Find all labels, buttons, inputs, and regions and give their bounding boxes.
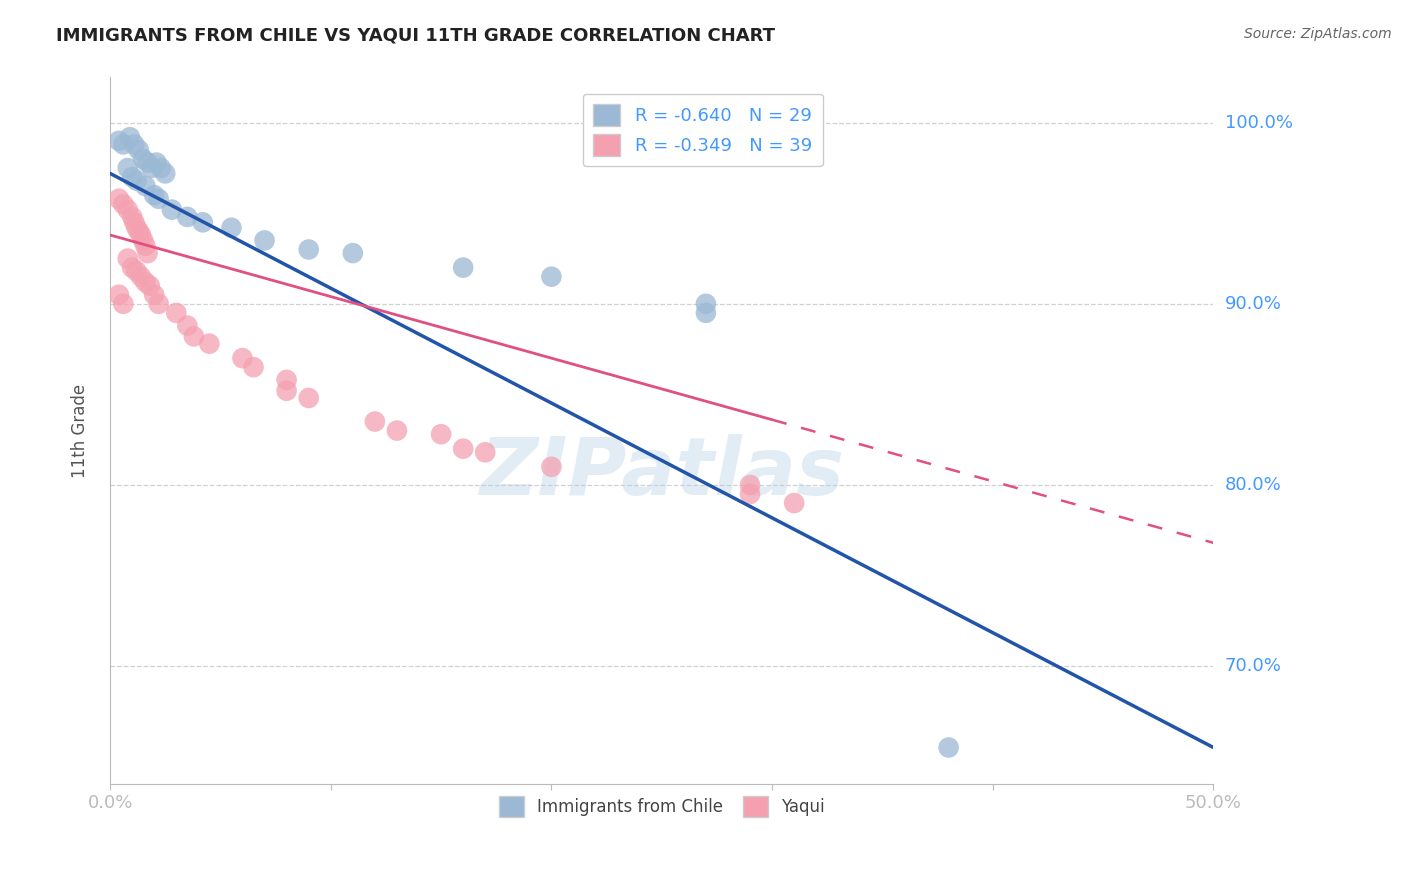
Point — [540, 459, 562, 474]
Y-axis label: 11th Grade: 11th Grade — [72, 384, 89, 477]
Point — [474, 445, 496, 459]
Point — [125, 220, 148, 235]
Point — [198, 336, 221, 351]
Point — [364, 415, 387, 429]
Point — [253, 234, 276, 248]
Point — [191, 215, 214, 229]
Point — [134, 179, 156, 194]
Point — [124, 215, 146, 229]
Point — [139, 278, 162, 293]
Point — [108, 192, 131, 206]
Point — [385, 424, 408, 438]
Point — [134, 275, 156, 289]
Text: IMMIGRANTS FROM CHILE VS YAQUI 11TH GRADE CORRELATION CHART: IMMIGRANTS FROM CHILE VS YAQUI 11TH GRAD… — [56, 27, 775, 45]
Point — [117, 202, 139, 217]
Point — [738, 487, 761, 501]
Point — [118, 130, 141, 145]
Point — [451, 260, 474, 275]
Text: ZIPatlas: ZIPatlas — [479, 434, 844, 512]
Point — [695, 306, 717, 320]
Point — [342, 246, 364, 260]
Point — [276, 384, 298, 398]
Text: 80.0%: 80.0% — [1225, 476, 1281, 494]
Point — [124, 137, 146, 152]
Point — [132, 234, 155, 248]
Point — [783, 496, 806, 510]
Text: 70.0%: 70.0% — [1225, 657, 1281, 675]
Point — [938, 740, 960, 755]
Point — [298, 243, 321, 257]
Point — [121, 260, 143, 275]
Point — [129, 269, 152, 284]
Point — [125, 264, 148, 278]
Point — [451, 442, 474, 456]
Point — [121, 210, 143, 224]
Point — [155, 166, 177, 180]
Point — [108, 134, 131, 148]
Point — [143, 287, 166, 301]
Point — [141, 161, 163, 175]
Point — [145, 155, 167, 169]
Point — [430, 427, 453, 442]
Text: 90.0%: 90.0% — [1225, 295, 1281, 313]
Point — [132, 152, 155, 166]
Point — [276, 373, 298, 387]
Point — [221, 220, 243, 235]
Point — [128, 224, 150, 238]
Point — [738, 478, 761, 492]
Point — [129, 227, 152, 242]
Point — [176, 318, 198, 333]
Point — [148, 192, 170, 206]
Point — [148, 297, 170, 311]
Point — [136, 246, 159, 260]
Point — [176, 210, 198, 224]
Point — [125, 174, 148, 188]
Legend: Immigrants from Chile, Yaqui: Immigrants from Chile, Yaqui — [491, 788, 834, 825]
Point — [112, 197, 135, 211]
Point — [298, 391, 321, 405]
Point — [112, 137, 135, 152]
Text: 100.0%: 100.0% — [1225, 113, 1292, 132]
Point — [242, 360, 264, 375]
Text: Source: ZipAtlas.com: Source: ZipAtlas.com — [1244, 27, 1392, 41]
Point — [117, 252, 139, 266]
Point — [112, 297, 135, 311]
Point — [231, 351, 253, 366]
Point — [183, 329, 205, 343]
Point — [121, 169, 143, 184]
Point — [143, 188, 166, 202]
Point — [165, 306, 187, 320]
Point — [695, 297, 717, 311]
Point — [136, 155, 159, 169]
Point — [160, 202, 183, 217]
Point — [149, 161, 172, 175]
Point — [108, 287, 131, 301]
Point — [128, 143, 150, 157]
Point — [540, 269, 562, 284]
Point — [134, 239, 156, 253]
Point — [117, 161, 139, 175]
